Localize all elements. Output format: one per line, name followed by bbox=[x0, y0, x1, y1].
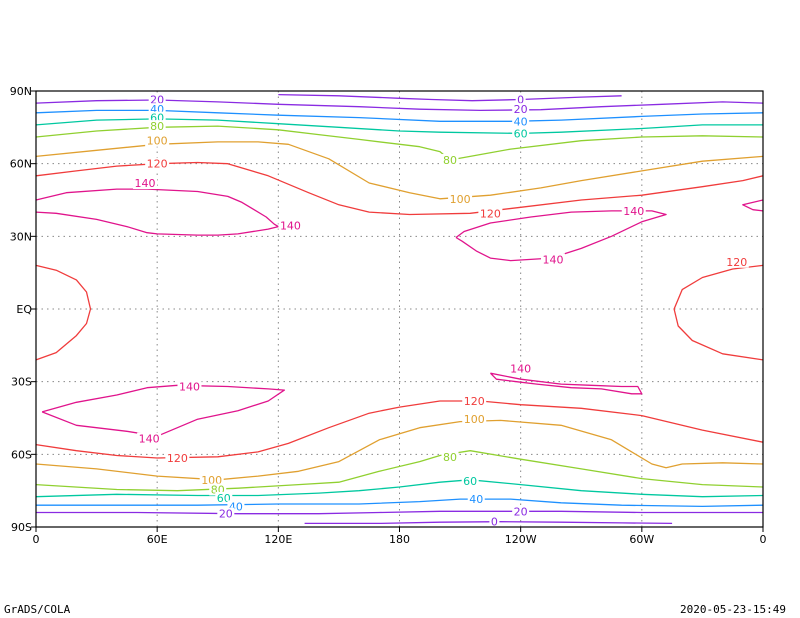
y-tick-label: 30S bbox=[11, 376, 32, 389]
contour-line-140 bbox=[455, 210, 667, 262]
contour-line-40 bbox=[35, 109, 764, 122]
contour-label-60: 60 bbox=[217, 492, 231, 505]
contour-label-140: 140 bbox=[623, 205, 644, 218]
contour-label-bg bbox=[478, 207, 503, 220]
contour-lines bbox=[35, 93, 764, 525]
contour-label-120: 120 bbox=[480, 207, 501, 220]
contour-label-bg bbox=[278, 219, 303, 232]
contour-label-120: 120 bbox=[167, 452, 188, 465]
contour-label-bg bbox=[441, 154, 459, 167]
y-tick-label: 30N bbox=[10, 230, 32, 243]
contour-label-bg bbox=[512, 115, 530, 128]
contour-label-bg bbox=[724, 255, 749, 268]
contour-label-bg bbox=[462, 395, 487, 408]
contour-line-120 bbox=[673, 264, 764, 361]
contour-label-bg bbox=[177, 380, 202, 393]
contour-label-bg bbox=[489, 515, 500, 528]
contour-line-60 bbox=[35, 479, 764, 498]
contour-label-bg bbox=[621, 204, 646, 217]
contour-label-80: 80 bbox=[443, 154, 457, 167]
y-tick-label: 60N bbox=[10, 158, 32, 171]
contour-label-bg bbox=[448, 192, 473, 205]
contour-line-120 bbox=[35, 264, 92, 361]
contour-label-bg bbox=[512, 127, 530, 140]
contour-line-140 bbox=[742, 199, 764, 212]
x-tick-label: 0 bbox=[760, 533, 767, 546]
contour-line-120 bbox=[35, 400, 764, 459]
contour-label-40: 40 bbox=[469, 493, 483, 506]
contour-label-bg bbox=[512, 505, 530, 518]
contour-labels: 20 02040406060808010010012012014014014014… bbox=[133, 93, 749, 529]
x-tick-label: 0 bbox=[33, 533, 40, 546]
y-tick-label: 90S bbox=[11, 521, 32, 534]
y-tick-label: EQ bbox=[16, 303, 32, 316]
contour-label-bg bbox=[145, 134, 170, 147]
contour-label-20: 20 bbox=[219, 508, 233, 521]
contour-label-20: 20 bbox=[514, 505, 528, 518]
contour-label-bg bbox=[540, 253, 565, 266]
contour-line-100 bbox=[35, 141, 764, 200]
contour-label-bg bbox=[441, 450, 459, 463]
contour-label-140: 140 bbox=[135, 177, 156, 190]
contour-label-bg bbox=[462, 413, 487, 426]
contour-line-60 bbox=[35, 118, 763, 135]
y-tick-label: 60S bbox=[11, 448, 32, 461]
contour-line-80 bbox=[35, 450, 764, 492]
x-tick-labels: 0 60E 120E 180 120W 60W 0 bbox=[33, 527, 767, 546]
contour-label-80: 80 bbox=[150, 120, 164, 133]
contour-line-140 bbox=[41, 384, 286, 437]
contour-label-140: 140 bbox=[542, 253, 563, 266]
contour-label-120: 120 bbox=[147, 158, 168, 171]
contour-label-bg bbox=[137, 432, 162, 445]
contour-label-bg bbox=[165, 451, 190, 464]
x-tick-label: 120E bbox=[264, 533, 292, 546]
contour-label-140: 140 bbox=[510, 362, 531, 375]
contour-line-20 bbox=[36, 510, 763, 515]
contour-label-bg bbox=[148, 93, 166, 106]
contour-label-60: 60 bbox=[514, 127, 528, 140]
contour-label-bg bbox=[508, 362, 533, 375]
contour-label-100: 100 bbox=[464, 413, 485, 426]
contour-line-20 bbox=[35, 99, 764, 112]
contour-label-bg bbox=[515, 93, 526, 106]
timestamp-text: 2020-05-23-15:49 bbox=[680, 603, 786, 616]
y-tick-labels: 90N 60N 30N EQ 30S 60S 90S bbox=[10, 85, 36, 534]
contour-label-100: 100 bbox=[147, 135, 168, 148]
contour-line-80 bbox=[35, 125, 764, 161]
y-tick-label: 90N bbox=[10, 85, 32, 98]
contour-label-bg bbox=[145, 157, 170, 170]
contour-line-0 bbox=[304, 521, 673, 525]
contour-label-140: 140 bbox=[179, 381, 200, 394]
contour-label-bg bbox=[148, 120, 166, 133]
contour-line-0 bbox=[278, 93, 622, 102]
contour-label-bg bbox=[217, 507, 235, 520]
contour-label-bg bbox=[461, 474, 479, 487]
contour-label-0: 0 bbox=[517, 93, 524, 106]
contour-label-bg bbox=[133, 177, 158, 190]
contour-label-20: 20 bbox=[514, 103, 528, 116]
contour-label-140: 140 bbox=[280, 219, 301, 232]
x-tick-label: 60W bbox=[629, 533, 654, 546]
x-tick-label: 60E bbox=[147, 533, 168, 546]
contour-label-100: 100 bbox=[450, 193, 471, 206]
contour-label-bg bbox=[512, 103, 530, 116]
contour-label-120: 120 bbox=[464, 395, 485, 408]
contour-label-140: 140 bbox=[139, 433, 160, 446]
contour-label-bg bbox=[199, 473, 224, 486]
credit-text: GrADS/COLA bbox=[4, 603, 71, 616]
contour-line-40 bbox=[36, 498, 764, 508]
grid-lines bbox=[36, 91, 763, 527]
x-tick-label: 180 bbox=[389, 533, 410, 546]
contour-line-140 bbox=[489, 372, 643, 395]
contour-label-bg bbox=[467, 493, 485, 506]
contour-label-80: 80 bbox=[443, 451, 457, 464]
contour-label-120: 120 bbox=[726, 256, 747, 269]
contour-line-140 bbox=[35, 188, 279, 236]
contour-label-60: 60 bbox=[463, 475, 477, 488]
x-tick-label: 120W bbox=[505, 533, 537, 546]
contour-label-40: 40 bbox=[514, 115, 528, 128]
contour-label-0: 0 bbox=[491, 516, 498, 529]
